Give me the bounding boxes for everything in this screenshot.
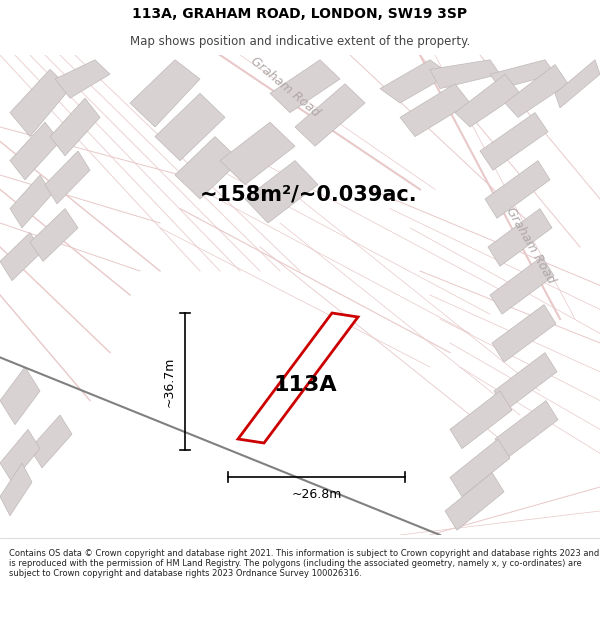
Polygon shape bbox=[10, 69, 70, 137]
Polygon shape bbox=[488, 209, 552, 266]
Polygon shape bbox=[490, 257, 554, 314]
Polygon shape bbox=[450, 391, 512, 449]
Polygon shape bbox=[30, 209, 78, 261]
Polygon shape bbox=[0, 232, 42, 281]
Polygon shape bbox=[485, 161, 550, 218]
Polygon shape bbox=[492, 304, 556, 362]
Polygon shape bbox=[494, 352, 557, 410]
Polygon shape bbox=[450, 439, 510, 497]
Text: Contains OS data © Crown copyright and database right 2021. This information is : Contains OS data © Crown copyright and d… bbox=[9, 549, 599, 578]
Polygon shape bbox=[0, 429, 40, 483]
Polygon shape bbox=[155, 93, 225, 161]
Text: ~36.7m: ~36.7m bbox=[163, 356, 176, 407]
Polygon shape bbox=[455, 74, 520, 127]
Text: 113A, GRAHAM ROAD, LONDON, SW19 3SP: 113A, GRAHAM ROAD, LONDON, SW19 3SP bbox=[133, 7, 467, 21]
Text: ~158m²/~0.039ac.: ~158m²/~0.039ac. bbox=[200, 185, 418, 205]
Polygon shape bbox=[555, 60, 600, 108]
Polygon shape bbox=[220, 122, 295, 184]
Polygon shape bbox=[10, 175, 52, 228]
Polygon shape bbox=[55, 60, 110, 98]
Polygon shape bbox=[270, 60, 340, 112]
Text: 113A: 113A bbox=[273, 375, 337, 395]
Polygon shape bbox=[490, 60, 555, 89]
Polygon shape bbox=[130, 60, 200, 127]
Polygon shape bbox=[380, 60, 450, 103]
Polygon shape bbox=[400, 84, 470, 137]
Polygon shape bbox=[175, 137, 240, 199]
Polygon shape bbox=[430, 60, 500, 89]
Polygon shape bbox=[495, 401, 558, 458]
Polygon shape bbox=[505, 64, 568, 118]
Polygon shape bbox=[480, 112, 548, 170]
Polygon shape bbox=[10, 122, 60, 180]
Polygon shape bbox=[0, 463, 32, 516]
Text: Map shows position and indicative extent of the property.: Map shows position and indicative extent… bbox=[130, 35, 470, 48]
Polygon shape bbox=[45, 151, 90, 204]
Text: ~26.8m: ~26.8m bbox=[292, 489, 341, 501]
Polygon shape bbox=[50, 98, 100, 156]
Polygon shape bbox=[30, 415, 72, 468]
Polygon shape bbox=[295, 84, 365, 146]
Text: Graham Road: Graham Road bbox=[248, 54, 322, 119]
Polygon shape bbox=[445, 472, 504, 530]
Polygon shape bbox=[238, 313, 358, 443]
Polygon shape bbox=[0, 367, 40, 424]
Polygon shape bbox=[245, 161, 318, 223]
Text: Graham Road: Graham Road bbox=[503, 204, 557, 286]
